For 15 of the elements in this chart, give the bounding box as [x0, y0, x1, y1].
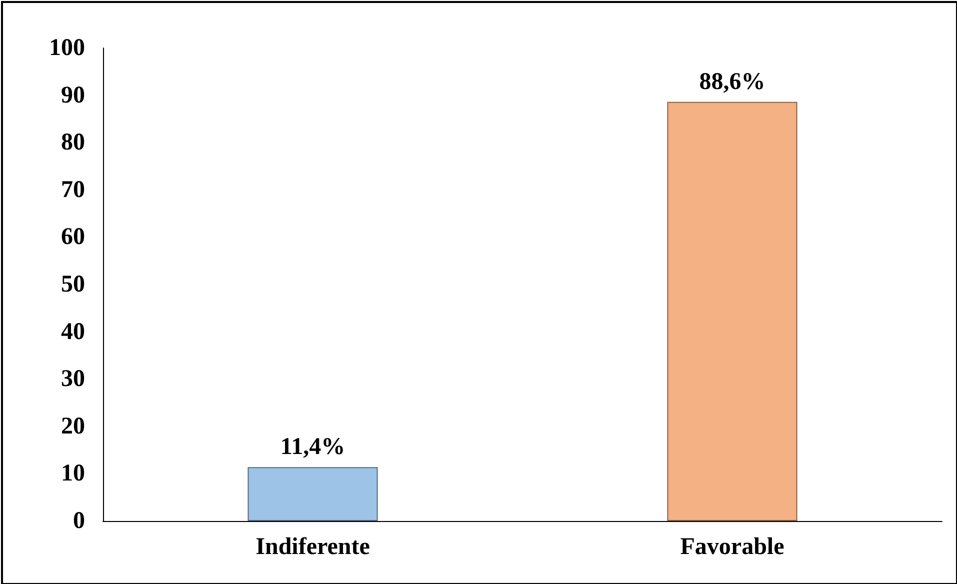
y-tick-label: 40	[61, 318, 85, 345]
y-tick-label: 20	[61, 413, 85, 440]
y-tick-label: 0	[73, 508, 85, 534]
y-tick-label: 60	[61, 224, 85, 250]
y-tick-label: 90	[61, 82, 85, 108]
y-tick-label: 30	[61, 366, 85, 392]
x-tick-label: Favorable	[680, 534, 785, 560]
y-tick-label: 10	[61, 460, 85, 487]
y-tick-label: 70	[61, 176, 85, 203]
data-label: 88,6%	[699, 68, 766, 95]
y-tick-label: 100	[49, 35, 85, 61]
y-tick-label: 80	[61, 130, 85, 156]
data-label: 11,4%	[280, 434, 346, 460]
x-tick-label: Indiferente	[256, 534, 370, 560]
y-tick-label: 50	[61, 272, 85, 298]
